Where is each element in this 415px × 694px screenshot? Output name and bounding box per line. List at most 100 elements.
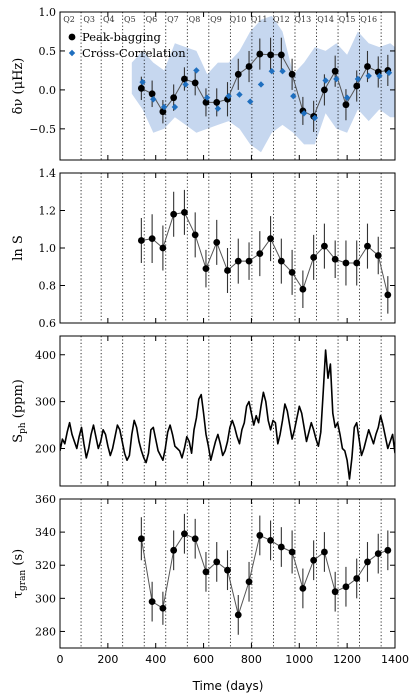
data-point bbox=[374, 252, 382, 259]
data-point bbox=[234, 70, 242, 78]
data-point bbox=[159, 244, 167, 252]
data-point bbox=[202, 568, 210, 576]
cross-correlation-point bbox=[214, 105, 222, 112]
y-tick-label: 0.0 bbox=[39, 84, 57, 97]
legend: Peak-bagging Cross-Correlation bbox=[68, 30, 186, 60]
data-point bbox=[245, 63, 253, 70]
data-point bbox=[213, 238, 221, 246]
data-point bbox=[256, 532, 264, 539]
series-line bbox=[141, 53, 388, 118]
data-point bbox=[245, 257, 253, 265]
data-point bbox=[181, 208, 188, 216]
data-point bbox=[234, 611, 242, 619]
data-point bbox=[288, 70, 296, 78]
panel-frame bbox=[59, 335, 396, 487]
data-point bbox=[277, 51, 285, 59]
y-axis-label: δν (μHz) bbox=[11, 58, 26, 115]
data-point bbox=[310, 253, 318, 261]
x-tick-label: 0 bbox=[57, 653, 64, 666]
data-point bbox=[331, 67, 339, 75]
cross-correlation-point bbox=[203, 94, 211, 101]
y-tick-label: 360 bbox=[35, 493, 56, 506]
cross-correlation-point bbox=[365, 72, 372, 80]
data-point bbox=[159, 108, 167, 116]
data-point bbox=[288, 268, 296, 276]
data-point bbox=[364, 63, 371, 70]
y-tick-label: 340 bbox=[35, 526, 56, 539]
quarter-label: Q15 bbox=[339, 15, 356, 24]
data-point bbox=[234, 257, 242, 265]
data-point bbox=[267, 536, 274, 544]
y-tick-label: 1.0 bbox=[39, 242, 57, 255]
data-point bbox=[245, 578, 253, 586]
data-point bbox=[342, 259, 350, 267]
panel-photometric-index: 200 300 400 Sph (ppm) bbox=[11, 335, 396, 487]
quarter-label: Q9 bbox=[210, 15, 222, 24]
series-line bbox=[140, 533, 388, 617]
data-point bbox=[331, 255, 339, 263]
quarter-label: Q5 bbox=[124, 15, 136, 24]
data-point bbox=[191, 231, 199, 239]
data-point bbox=[364, 242, 371, 250]
cross-correlation-point bbox=[257, 81, 265, 88]
cross-correlation-point bbox=[322, 77, 329, 84]
data-point bbox=[364, 558, 371, 566]
quarter-label: Q14 bbox=[317, 15, 334, 24]
cross-correlation-point bbox=[150, 96, 157, 103]
data-point bbox=[384, 546, 392, 554]
series-line bbox=[60, 349, 395, 480]
panel-frame bbox=[59, 498, 396, 649]
data-point bbox=[277, 257, 285, 265]
quarter-label: Q16 bbox=[360, 15, 377, 24]
data-point bbox=[288, 548, 296, 556]
data-point bbox=[310, 556, 318, 564]
y-axis-label: τgran (s) bbox=[11, 549, 28, 598]
cross-correlation-point bbox=[300, 110, 308, 117]
cross-correlation-point bbox=[171, 103, 179, 111]
data-point bbox=[321, 548, 328, 556]
data-point bbox=[213, 558, 221, 566]
data-point bbox=[267, 235, 274, 243]
cross-correlation-point bbox=[268, 68, 275, 75]
quarter-label: Q2 bbox=[63, 15, 75, 24]
data-point bbox=[267, 51, 274, 59]
x-tick-label: 200 bbox=[97, 653, 118, 666]
y-tick-label: 1.0 bbox=[39, 6, 57, 19]
y-tick-label: 300 bbox=[35, 396, 56, 409]
series-line bbox=[141, 211, 389, 296]
x-tick-label: 1200 bbox=[333, 653, 361, 666]
data-point bbox=[202, 265, 210, 273]
quarter-label: Q12 bbox=[273, 15, 290, 24]
data-point bbox=[224, 267, 231, 274]
quarter-label: Q11 bbox=[251, 15, 268, 24]
y-tick-label: 0.8 bbox=[39, 280, 57, 293]
quarter-label: Q3 bbox=[83, 15, 95, 24]
quarter-label: Q13 bbox=[295, 15, 312, 24]
data-point bbox=[256, 250, 264, 258]
y-tick-label: 400 bbox=[35, 349, 56, 362]
plot-area bbox=[80, 173, 392, 323]
data-point bbox=[181, 530, 188, 538]
data-point bbox=[224, 566, 231, 574]
cross-correlation-point bbox=[139, 78, 146, 86]
legend-label: Peak-bagging bbox=[82, 30, 162, 44]
y-tick-label: 200 bbox=[35, 443, 56, 456]
data-point bbox=[353, 259, 361, 267]
data-point bbox=[181, 75, 188, 83]
cross-correlation-point bbox=[343, 94, 351, 101]
data-point bbox=[159, 604, 167, 612]
data-point bbox=[331, 588, 339, 596]
cross-correlation-point bbox=[290, 92, 297, 100]
legend-label: Cross-Correlation bbox=[82, 46, 186, 60]
cross-correlation-point bbox=[247, 98, 254, 105]
cross-correlation-point bbox=[354, 75, 362, 83]
data-point bbox=[137, 535, 145, 543]
quarter-label: Q8 bbox=[189, 15, 201, 24]
data-point bbox=[191, 535, 199, 543]
data-point bbox=[299, 285, 307, 293]
data-point bbox=[137, 237, 145, 244]
data-point bbox=[202, 98, 210, 106]
x-tick-label: 600 bbox=[193, 653, 214, 666]
panel-frame bbox=[59, 11, 396, 161]
y-tick-label: −0.5 bbox=[29, 123, 56, 136]
